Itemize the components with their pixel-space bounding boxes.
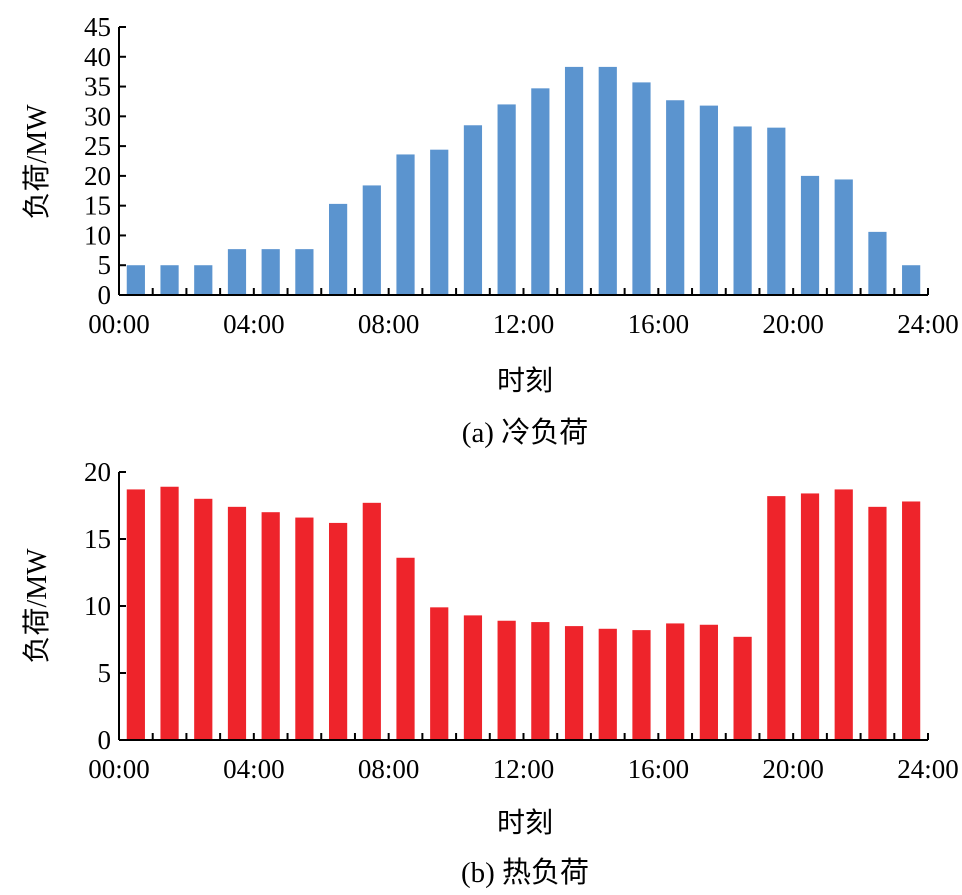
bar [261, 512, 280, 740]
bar [396, 154, 415, 295]
x-tick-label: 08:00 [358, 309, 420, 339]
x-tick-label: 20:00 [762, 754, 824, 784]
y-tick-label: 30 [84, 101, 111, 131]
bar [800, 175, 820, 295]
y-tick-label: 10 [84, 220, 111, 250]
bar [800, 493, 820, 740]
bar [666, 623, 685, 740]
bar [194, 265, 213, 295]
chart-caption: (a) 冷负荷 [462, 416, 588, 449]
bar [497, 104, 516, 295]
bar [463, 125, 483, 296]
y-tick-label: 10 [84, 591, 111, 621]
bar [463, 615, 483, 740]
y-tick-label: 25 [84, 131, 111, 161]
bar [430, 149, 449, 295]
bar-series [126, 66, 921, 296]
bar [632, 82, 651, 295]
y-tick-label: 0 [98, 280, 112, 310]
y-axis-title: 负荷/MW [21, 548, 53, 664]
bar [261, 249, 280, 295]
bar [767, 127, 786, 296]
bar [632, 630, 651, 740]
bar [126, 489, 145, 740]
bar [902, 265, 921, 295]
bar [497, 620, 516, 740]
x-tick-label: 12:00 [493, 754, 555, 784]
bar [733, 636, 752, 740]
y-tick-label: 15 [84, 191, 111, 221]
ticks: 0 5 10 15 20 00:00 04:00 08:00 12:00 16:00 20:00 24… [84, 457, 959, 784]
x-tick-label: 20:00 [762, 309, 824, 339]
bar [598, 66, 617, 296]
bar [834, 179, 853, 295]
bar [194, 498, 213, 740]
y-tick-label: 20 [84, 161, 111, 191]
bar [160, 486, 179, 740]
bar [868, 506, 887, 740]
x-tick-label: 04:00 [223, 309, 285, 339]
bar [329, 203, 348, 295]
y-tick-label: 5 [98, 658, 112, 688]
y-tick-label: 5 [98, 250, 112, 280]
y-tick-label: 15 [84, 524, 111, 554]
y-axis-title: 负荷/MW [21, 104, 53, 220]
x-tick-label: 00:00 [88, 754, 150, 784]
x-tick-label: 12:00 [493, 309, 555, 339]
bar [126, 265, 145, 295]
x-axis-title: 时刻 [497, 365, 553, 397]
bar [531, 622, 550, 740]
x-tick-label: 16:00 [628, 309, 690, 339]
bar-series [126, 486, 921, 740]
chart-heat-load: 0 5 10 15 20 00:00 04:00 08:00 12:00 16:00 20:00 24… [21, 457, 959, 889]
bar [295, 517, 314, 740]
bar [767, 496, 786, 740]
bar [227, 506, 247, 740]
x-tick-label: 24:00 [897, 754, 959, 784]
bar [295, 249, 314, 295]
x-axis-title: 时刻 [497, 807, 553, 839]
bar [531, 88, 550, 295]
bar [564, 626, 584, 740]
bar [699, 105, 718, 295]
x-tick-label: 24:00 [897, 309, 959, 339]
bar [834, 489, 853, 740]
bar [362, 502, 381, 740]
chart-caption: (b) 热负荷 [461, 856, 589, 889]
bar [598, 628, 617, 740]
x-tick-label: 04:00 [223, 754, 285, 784]
bar [396, 557, 415, 740]
bar [666, 100, 685, 295]
y-tick-label: 35 [84, 72, 111, 102]
bar [362, 185, 381, 295]
bar [430, 607, 449, 740]
y-tick-label: 40 [84, 42, 111, 72]
bar [902, 501, 921, 740]
x-tick-label: 16:00 [628, 754, 690, 784]
bar [564, 66, 584, 296]
bar [733, 126, 752, 296]
x-tick-label: 00:00 [88, 309, 150, 339]
bar [227, 249, 247, 295]
y-tick-label: 45 [84, 12, 111, 42]
bar [868, 231, 887, 295]
x-tick-label: 08:00 [358, 754, 420, 784]
bar [160, 265, 179, 295]
bar [329, 522, 348, 740]
y-tick-label: 20 [84, 457, 111, 487]
y-tick-label: 0 [98, 725, 112, 755]
bar [699, 624, 718, 740]
